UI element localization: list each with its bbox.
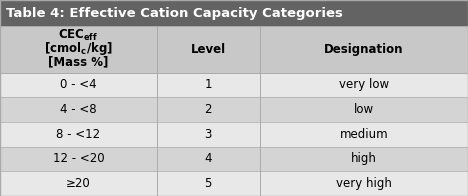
Text: Table 4: Effective Cation Capacity Categories: Table 4: Effective Cation Capacity Categ… xyxy=(6,7,343,20)
Text: 4 - <8: 4 - <8 xyxy=(60,103,97,116)
Text: 12 - <20: 12 - <20 xyxy=(52,152,104,165)
Bar xyxy=(0,73,468,97)
Text: 0 - <4: 0 - <4 xyxy=(60,78,97,91)
Bar xyxy=(0,26,468,73)
Text: Level: Level xyxy=(190,43,226,56)
Text: 8 - <12: 8 - <12 xyxy=(56,128,101,141)
Text: 1: 1 xyxy=(205,78,212,91)
Text: very low: very low xyxy=(339,78,389,91)
Text: [Mass %]: [Mass %] xyxy=(48,56,109,69)
Text: medium: medium xyxy=(340,128,388,141)
Text: 2: 2 xyxy=(205,103,212,116)
Bar xyxy=(0,122,468,147)
Bar xyxy=(0,0,468,26)
Bar xyxy=(0,171,468,196)
Text: ≥20: ≥20 xyxy=(66,177,91,190)
Text: high: high xyxy=(351,152,377,165)
Text: CEC$_\mathregular{eff}$: CEC$_\mathregular{eff}$ xyxy=(58,28,98,43)
Text: 4: 4 xyxy=(205,152,212,165)
Text: Designation: Designation xyxy=(324,43,403,56)
Text: 3: 3 xyxy=(205,128,212,141)
Text: very high: very high xyxy=(336,177,392,190)
Bar xyxy=(0,97,468,122)
Text: low: low xyxy=(354,103,374,116)
Text: [cmol$_\mathregular{c}$/kg]: [cmol$_\mathregular{c}$/kg] xyxy=(44,40,113,57)
Text: 5: 5 xyxy=(205,177,212,190)
Bar xyxy=(0,147,468,171)
